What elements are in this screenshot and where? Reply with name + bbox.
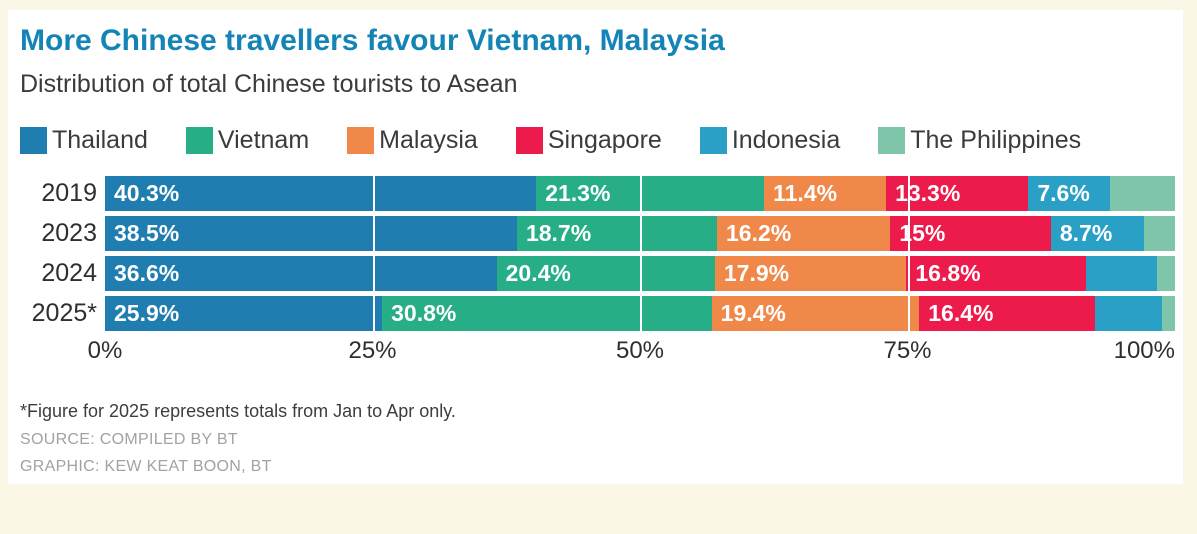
gridline xyxy=(372,296,375,331)
bar-segment-singapore: 16.8% xyxy=(906,256,1087,291)
gridline xyxy=(640,256,642,291)
bar-segment-label: 19.4% xyxy=(720,300,786,326)
legend-label: Thailand xyxy=(52,126,148,154)
legend-item-the-philippines: The Philippines xyxy=(878,126,1081,155)
bar-segment-label: 16.8% xyxy=(915,260,981,286)
bar-segment-the-philippines xyxy=(1162,296,1175,331)
legend-label: Indonesia xyxy=(731,126,841,154)
legend-item-thailand: Thailand xyxy=(20,126,148,155)
bar-segment-thailand: 36.6% xyxy=(105,256,497,291)
bar-segment-the-philippines xyxy=(1156,256,1175,291)
bar-segment-vietnam: 20.4% xyxy=(496,256,715,291)
legend-item-singapore: Singapore xyxy=(515,126,662,155)
bar-segment-indonesia xyxy=(1094,296,1163,331)
legend-label: Singapore xyxy=(547,126,662,154)
legend-label: Vietnam xyxy=(217,126,310,154)
gridline xyxy=(907,296,910,331)
bar-segment-label: 16.4% xyxy=(928,300,994,326)
bar-segment-malaysia: 11.4% xyxy=(764,176,887,211)
bar-segment-label: 18.7% xyxy=(525,220,592,246)
bar-segment-thailand: 40.3% xyxy=(105,176,537,211)
axis-tick-75: 75% xyxy=(883,337,932,364)
bar-segment-malaysia: 17.9% xyxy=(714,256,907,291)
axis-tick-50: 50% xyxy=(615,337,665,364)
bar-track: 40.3% 21.3% 11.4% 13.3% 7.6% xyxy=(105,176,1175,211)
legend-swatch-icon xyxy=(185,127,213,154)
page-title: More Chinese travellers favour Vietnam, … xyxy=(20,24,725,57)
gridline xyxy=(907,216,910,251)
legend-item-malaysia: Malaysia xyxy=(347,126,478,155)
chart-panel: More Chinese travellers favour Vietnam, … xyxy=(8,10,1183,484)
bar-track: 38.5% 18.7% 16.2% 15% 8.7% xyxy=(105,216,1175,251)
legend-swatch-icon xyxy=(878,127,906,154)
stacked-bar-chart: 2019 40.3% 21.3% 11.4% 13.3% 7.6% 2023 38.5% 18.… xyxy=(20,176,1175,331)
legend-item-vietnam: Vietnam xyxy=(185,126,310,155)
gridline xyxy=(372,216,375,251)
bar-segment-indonesia xyxy=(1086,256,1157,291)
bar-segment-label: 17.9% xyxy=(723,260,790,286)
credit-line: GRAPHIC: KEW KEAT BOON, BT xyxy=(20,458,272,475)
bar-track: 36.6% 20.4% 17.9% 16.8% xyxy=(105,256,1175,291)
bar-track: 25.9% 30.8% 19.4% 16.4% xyxy=(105,296,1175,331)
bar-segment-label: 40.3% xyxy=(114,180,180,206)
gridline xyxy=(907,256,910,291)
bar-segment-label: 15% xyxy=(899,220,946,246)
bar-segment-label: 25.9% xyxy=(114,300,180,326)
axis-tick-0: 0% xyxy=(87,337,123,364)
bar-segment-vietnam: 30.8% xyxy=(382,296,712,331)
bar-segment-singapore: 16.4% xyxy=(919,296,1095,331)
bar-row-2025-: 2025* 25.9% 30.8% 19.4% 16.4% xyxy=(20,296,1175,331)
bar-segment-label: 13.3% xyxy=(895,180,961,206)
bar-row-2024: 2024 36.6% 20.4% 17.9% 16.8% xyxy=(20,256,1175,291)
year-label: 2023 xyxy=(41,219,97,247)
bar-segment-label: 30.8% xyxy=(391,300,457,326)
bar-segment-vietnam: 18.7% xyxy=(516,216,718,251)
legend: Thailand Vietnam Malaysia Singapore Indonesi… xyxy=(20,126,1175,155)
bar-row-2023: 2023 38.5% 18.7% 16.2% 15% 8.7% xyxy=(20,216,1175,251)
bar-segment-label: 7.6% xyxy=(1037,180,1090,206)
x-axis: 0% 25% 50% 75% 100% xyxy=(88,337,1175,369)
gridline xyxy=(907,176,910,211)
bar-segment-indonesia: 8.7% xyxy=(1050,216,1144,251)
bar-segment-label: 21.3% xyxy=(545,180,611,206)
legend-swatch-icon xyxy=(699,127,727,154)
bar-row-2019: 2019 40.3% 21.3% 11.4% 13.3% 7.6% xyxy=(20,176,1175,211)
bar-segment-label: 36.6% xyxy=(114,260,180,286)
bar-segment-indonesia: 7.6% xyxy=(1028,176,1110,211)
legend-label: Malaysia xyxy=(379,126,478,154)
bar-segment-thailand: 25.9% xyxy=(105,296,383,331)
year-label: 2024 xyxy=(41,259,97,287)
bar-segment-label: 38.5% xyxy=(114,220,180,246)
bar-segment-malaysia: 16.2% xyxy=(717,216,891,251)
bar-segment-the-philippines xyxy=(1109,176,1175,211)
gridline xyxy=(640,176,642,211)
axis-tick-100: 100% xyxy=(1113,337,1175,364)
legend-swatch-icon xyxy=(347,127,375,154)
page-subtitle: Distribution of total Chinese tourists t… xyxy=(20,70,518,98)
legend-label: The Philippines xyxy=(910,126,1082,154)
bar-segment-vietnam: 21.3% xyxy=(536,176,765,211)
bar-segment-label: 16.2% xyxy=(726,220,792,246)
legend-item-indonesia: Indonesia xyxy=(699,126,841,155)
gridline xyxy=(372,256,375,291)
year-label: 2019 xyxy=(41,179,97,207)
gridline xyxy=(640,216,642,251)
footnote: *Figure for 2025 represents totals from … xyxy=(20,401,456,421)
legend-swatch-icon xyxy=(515,127,543,154)
gridline xyxy=(640,296,642,331)
legend-swatch-icon xyxy=(20,127,47,154)
bar-segment-thailand: 38.5% xyxy=(105,216,517,251)
bar-segment-malaysia: 19.4% xyxy=(711,296,920,331)
bar-segment-the-philippines xyxy=(1143,216,1175,251)
gridline xyxy=(372,176,375,211)
year-label: 2025* xyxy=(31,299,97,327)
bar-segment-singapore: 15% xyxy=(890,216,1051,251)
bar-segment-label: 8.7% xyxy=(1059,220,1113,246)
axis-tick-25: 25% xyxy=(348,337,397,364)
bar-segment-singapore: 13.3% xyxy=(886,176,1029,211)
bar-segment-label: 20.4% xyxy=(505,260,571,286)
bar-segment-label: 11.4% xyxy=(773,180,838,206)
source-line: SOURCE: COMPILED BY BT xyxy=(20,431,238,448)
